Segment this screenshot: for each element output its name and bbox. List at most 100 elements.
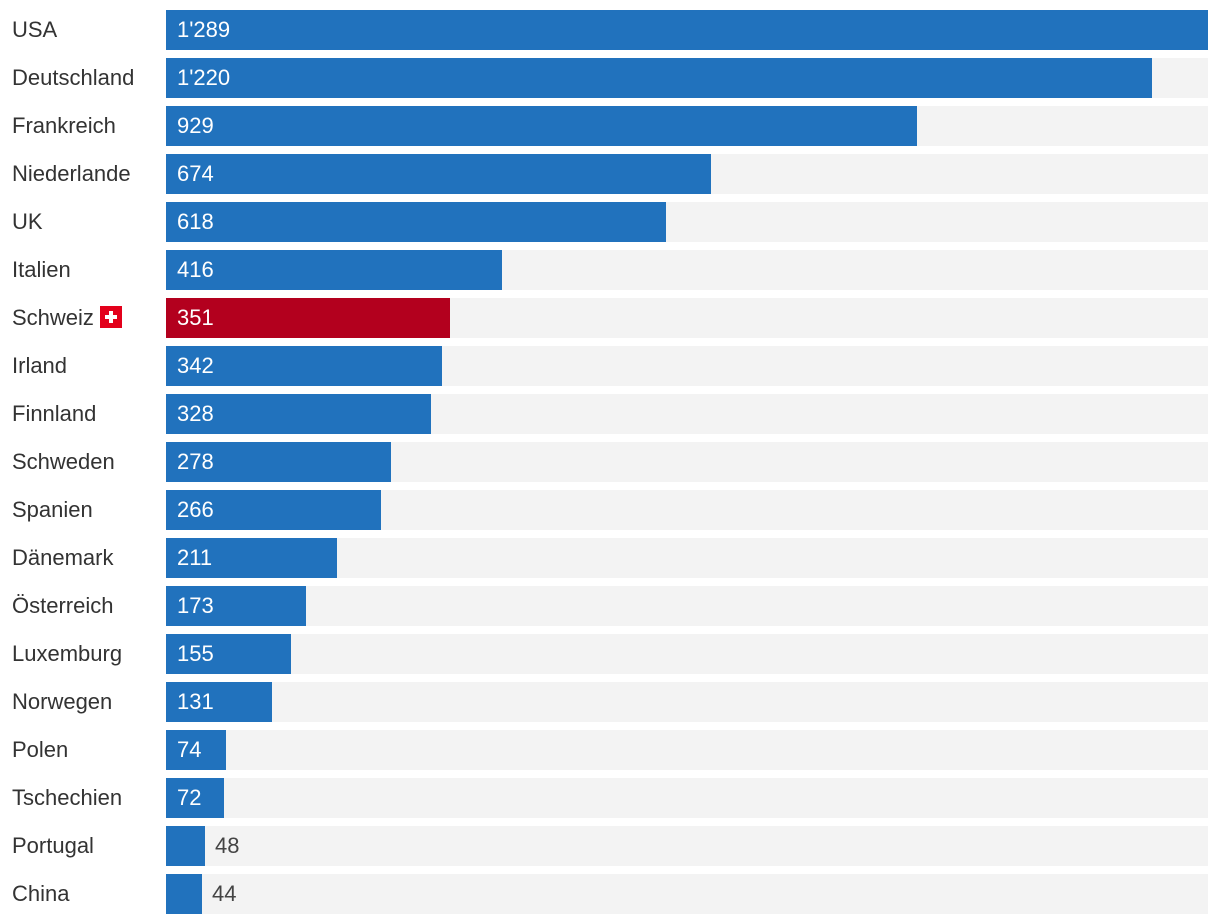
- category-label: Polen: [12, 730, 68, 770]
- value-label: 1'220: [177, 65, 231, 90]
- category-label: China: [12, 874, 69, 914]
- bar: [166, 394, 431, 434]
- bar-row: Frankreich 929: [0, 106, 1220, 146]
- bar: [166, 826, 205, 866]
- category-label-text: Frankreich: [12, 113, 116, 138]
- bar-track: [166, 730, 1208, 770]
- value-label: 155: [177, 641, 214, 666]
- category-label-text: UK: [12, 209, 43, 234]
- bar-row: Finnland 328: [0, 394, 1220, 434]
- category-label-text: China: [12, 881, 70, 906]
- category-label-text: Norwegen: [12, 689, 113, 714]
- category-label-text: Italien: [12, 257, 71, 282]
- category-label-text: Spanien: [12, 497, 93, 522]
- category-label: Tschechien: [12, 778, 122, 818]
- bar-track: [166, 634, 1208, 674]
- category-label: Portugal: [12, 826, 94, 866]
- bar: [166, 682, 272, 722]
- value-label: 131: [177, 689, 214, 714]
- bar-row: Schweden 278: [0, 442, 1220, 482]
- category-label: Deutschland: [12, 58, 134, 98]
- bar-row: Norwegen 131: [0, 682, 1220, 722]
- bar-row: Österreich 173: [0, 586, 1220, 626]
- value-label: 1'289: [177, 17, 231, 42]
- bar: [166, 538, 337, 578]
- bar-row: Schweiz 351: [0, 298, 1220, 338]
- bar: [166, 586, 306, 626]
- bar: [166, 58, 1152, 98]
- value-label: 211: [177, 545, 213, 570]
- value-label: 266: [177, 497, 214, 522]
- bar-track: [166, 682, 1208, 722]
- category-label-text: Luxemburg: [12, 641, 123, 666]
- bar: [166, 298, 450, 338]
- category-label-text: Niederlande: [12, 161, 131, 186]
- category-label: Luxemburg: [12, 634, 122, 674]
- bar-row: Polen 74: [0, 730, 1220, 770]
- value-label: 72: [177, 785, 202, 810]
- category-label: Niederlande: [12, 154, 131, 194]
- category-label-text: Deutschland: [12, 65, 135, 90]
- value-label: 173: [177, 593, 214, 618]
- value-label: 674: [177, 161, 214, 186]
- bar: [166, 10, 1208, 50]
- value-label: 416: [177, 257, 214, 282]
- value-label: 48: [215, 833, 240, 858]
- bar-row: Irland 342: [0, 346, 1220, 386]
- value-label: 328: [177, 401, 214, 426]
- category-label-text: Tschechien: [12, 785, 123, 810]
- bar-row: UK 618: [0, 202, 1220, 242]
- swiss-flag-icon: [99, 306, 122, 329]
- category-label: UK: [12, 202, 43, 242]
- value-label: 929: [177, 113, 214, 138]
- bar-track: [166, 586, 1208, 626]
- bar: [166, 634, 291, 674]
- bar: [166, 874, 202, 914]
- category-label-text: USA: [12, 17, 58, 42]
- category-label: Frankreich: [12, 106, 116, 146]
- bar-row: Portugal 48: [0, 826, 1220, 866]
- bar-row: Luxemburg 155: [0, 634, 1220, 674]
- value-label: 278: [177, 449, 214, 474]
- bar-row: Tschechien 72: [0, 778, 1220, 818]
- category-label-text: Österreich: [12, 593, 114, 618]
- bar: [166, 490, 381, 530]
- category-label: Schweden: [12, 442, 115, 482]
- bar-row: Dänemark 211: [0, 538, 1220, 578]
- bar: [166, 778, 224, 818]
- bar: [166, 730, 226, 770]
- bar-row: Niederlande 674: [0, 154, 1220, 194]
- category-label-text: Schweiz: [12, 305, 94, 330]
- value-label: 351: [177, 305, 214, 330]
- category-label: USA: [12, 10, 57, 50]
- bar-row: Spanien 266: [0, 490, 1220, 530]
- category-label: Dänemark: [12, 538, 113, 578]
- category-label: Schweiz: [12, 298, 122, 338]
- category-label: Österreich: [12, 586, 113, 626]
- bar-track: [166, 778, 1208, 818]
- category-label-text: Polen: [12, 737, 69, 762]
- category-label-text: Schweden: [12, 449, 115, 474]
- category-label-text: Portugal: [12, 833, 94, 858]
- bar: [166, 250, 502, 290]
- bar: [166, 442, 391, 482]
- category-label-text: Finnland: [12, 401, 97, 426]
- category-label: Irland: [12, 346, 67, 386]
- bar: [166, 346, 442, 386]
- bar-row: USA 1'289: [0, 10, 1220, 50]
- bar-track: [166, 826, 1208, 866]
- bar-track: [166, 874, 1208, 914]
- category-label: Spanien: [12, 490, 93, 530]
- category-label-text: Irland: [12, 353, 68, 378]
- category-label-text: Dänemark: [12, 545, 114, 570]
- value-label: 44: [212, 881, 237, 906]
- bar-track: [166, 538, 1208, 578]
- value-label: 74: [177, 737, 202, 762]
- bar-row: China 44: [0, 874, 1220, 914]
- bar-row: Italien 416: [0, 250, 1220, 290]
- bar: [166, 154, 711, 194]
- category-label: Norwegen: [12, 682, 112, 722]
- category-label: Finnland: [12, 394, 96, 434]
- bar: [166, 202, 666, 242]
